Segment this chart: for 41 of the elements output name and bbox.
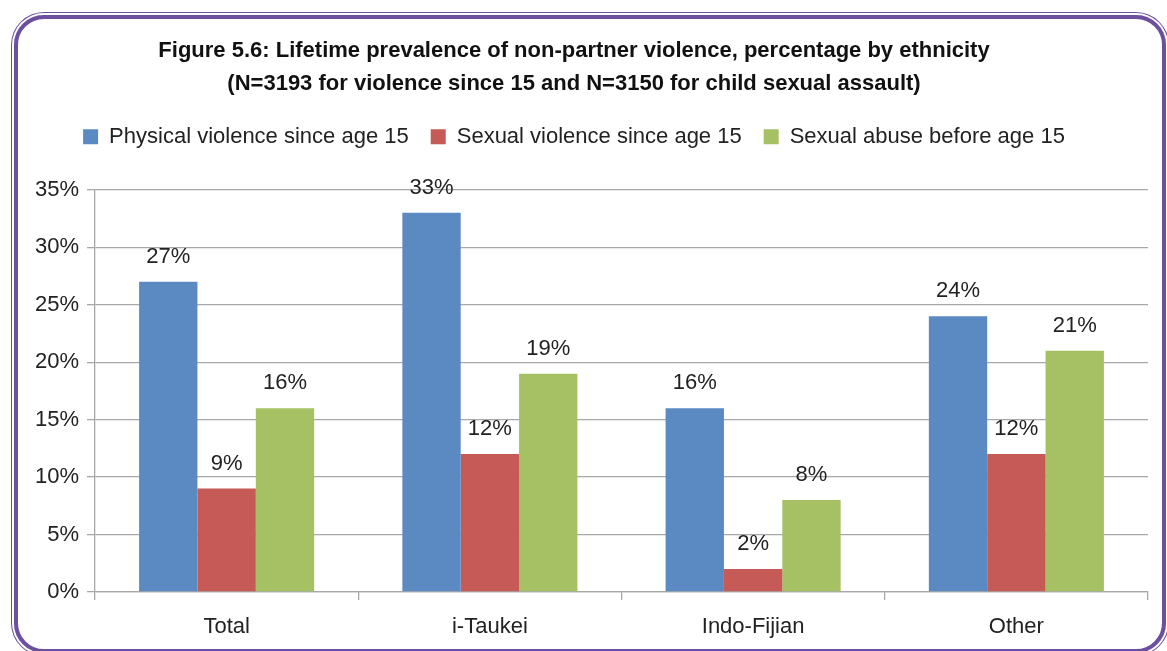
data-label: 8%	[795, 461, 828, 487]
x-tick-label: Indo-Fijian	[701, 613, 805, 639]
data-label: 2%	[737, 530, 770, 556]
x-tick-label: i-Taukei	[451, 613, 528, 639]
bar	[519, 373, 578, 592]
y-tick-label: 10%	[34, 463, 79, 489]
chart-title: Figure 5.6: Lifetime prevalence of non-partner violence, percentage by ethnicity	[158, 37, 991, 63]
data-label: 24%	[936, 277, 981, 303]
bar	[987, 454, 1046, 592]
data-label: 12%	[994, 415, 1039, 441]
y-tick-label: 30%	[34, 233, 79, 259]
y-tick-label: 35%	[34, 175, 79, 201]
bar	[139, 281, 198, 592]
y-tick-label: 5%	[47, 520, 79, 546]
bar	[255, 408, 315, 592]
bar	[460, 454, 520, 592]
y-tick-label: 25%	[34, 290, 79, 316]
data-label: 12%	[467, 415, 512, 441]
y-tick-label: 20%	[34, 348, 79, 374]
x-tick-label: Total	[203, 613, 250, 639]
data-label: 33%	[409, 173, 454, 199]
legend-label: Sexual violence since age 15	[456, 122, 742, 148]
data-label: 21%	[1052, 311, 1097, 337]
bar	[928, 316, 988, 592]
y-tick-label: 0%	[47, 578, 79, 604]
data-label: 9%	[210, 449, 243, 475]
bar	[402, 212, 461, 592]
bar	[665, 408, 724, 592]
data-label: 16%	[262, 369, 307, 395]
legend-label: Sexual abuse before age 15	[789, 122, 1065, 148]
bar	[1045, 350, 1104, 592]
data-label: 27%	[146, 242, 191, 268]
chart-subtitle: (N=3193 for violence since 15 and N=3150 for child sexual assault)	[227, 69, 921, 95]
bar	[782, 500, 841, 592]
x-tick-label: Other	[988, 613, 1044, 639]
data-label: 16%	[672, 369, 717, 395]
bar	[197, 488, 256, 592]
data-label: 19%	[526, 334, 571, 360]
y-tick-label: 15%	[34, 405, 79, 431]
legend-label: Physical violence since age 15	[109, 122, 409, 148]
bar	[723, 569, 783, 592]
